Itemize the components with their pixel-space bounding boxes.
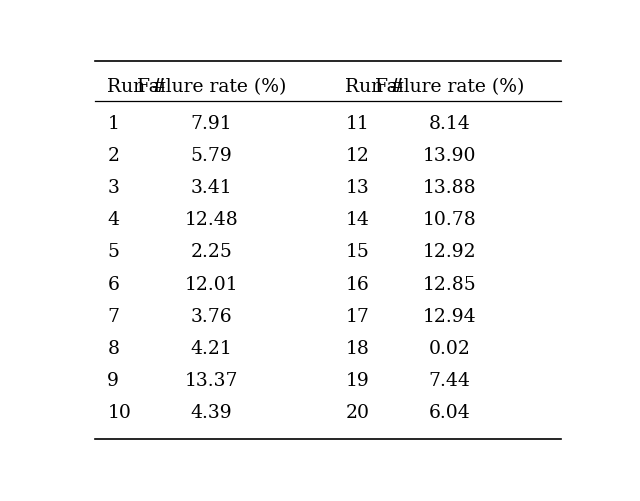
Text: 17: 17: [346, 307, 369, 325]
Text: 7: 7: [108, 307, 119, 325]
Text: 18: 18: [346, 339, 369, 357]
Text: 14: 14: [346, 211, 369, 229]
Text: 5.79: 5.79: [191, 147, 232, 165]
Text: 10.78: 10.78: [422, 211, 476, 229]
Text: Failure rate (%): Failure rate (%): [137, 78, 286, 96]
Text: 13.90: 13.90: [423, 147, 476, 165]
Text: 12.48: 12.48: [184, 211, 238, 229]
Text: 2: 2: [108, 147, 119, 165]
Text: 13.88: 13.88: [422, 179, 476, 197]
Text: 12.94: 12.94: [422, 307, 476, 325]
Text: 3.41: 3.41: [191, 179, 232, 197]
Text: 12.01: 12.01: [184, 275, 238, 293]
Text: 16: 16: [346, 275, 369, 293]
Text: Run #: Run #: [108, 78, 167, 96]
Text: 4: 4: [108, 211, 119, 229]
Text: 7.44: 7.44: [429, 371, 470, 389]
Text: 19: 19: [346, 371, 369, 389]
Text: 11: 11: [346, 115, 369, 133]
Text: 6.04: 6.04: [429, 403, 470, 421]
Text: 3.76: 3.76: [191, 307, 232, 325]
Text: 4.21: 4.21: [191, 339, 232, 357]
Text: 12: 12: [346, 147, 369, 165]
Text: 12.92: 12.92: [422, 243, 476, 261]
Text: 13.37: 13.37: [185, 371, 238, 389]
Text: 20: 20: [346, 403, 369, 421]
Text: 8: 8: [108, 339, 119, 357]
Text: 1: 1: [108, 115, 119, 133]
Text: 3: 3: [108, 179, 119, 197]
Text: Failure rate (%): Failure rate (%): [375, 78, 524, 96]
Text: 2.25: 2.25: [191, 243, 232, 261]
Text: 12.85: 12.85: [422, 275, 476, 293]
Text: 8.14: 8.14: [429, 115, 470, 133]
Text: 7.91: 7.91: [191, 115, 232, 133]
Text: Run #: Run #: [346, 78, 405, 96]
Text: 4.39: 4.39: [191, 403, 232, 421]
Text: 10: 10: [108, 403, 131, 421]
Text: 15: 15: [346, 243, 369, 261]
Text: 0.02: 0.02: [429, 339, 470, 357]
Text: 5: 5: [108, 243, 119, 261]
Text: 13: 13: [346, 179, 369, 197]
Text: 6: 6: [108, 275, 119, 293]
Text: 9: 9: [108, 371, 119, 389]
